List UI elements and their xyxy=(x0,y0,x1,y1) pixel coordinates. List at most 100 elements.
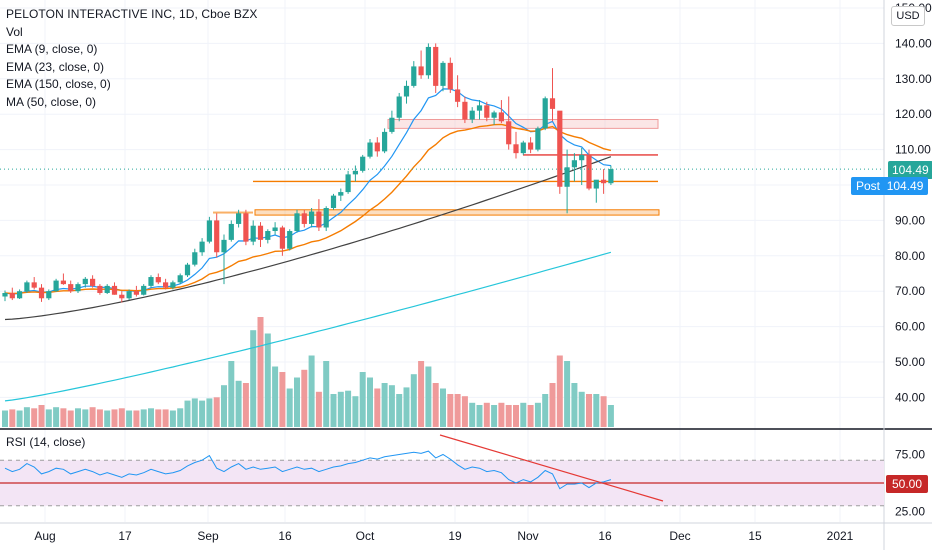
volume-bar xyxy=(432,383,439,427)
candle-body xyxy=(53,280,59,292)
candle-body xyxy=(119,294,125,299)
time-tick-label: 2021 xyxy=(827,529,854,543)
legend-ma50: MA (50, close, 0) xyxy=(6,94,97,109)
legend-vol: Vol xyxy=(6,24,23,39)
volume-bar xyxy=(96,409,103,427)
candle-body xyxy=(367,142,373,157)
volume-bar xyxy=(505,405,512,427)
candle-body xyxy=(608,169,614,184)
volume-bar xyxy=(118,408,125,427)
time-tick-label: Dec xyxy=(669,529,690,543)
volume-bar xyxy=(206,398,213,427)
volume-bar xyxy=(75,408,81,427)
candle-body xyxy=(184,264,191,276)
price-tick-label: 110.00 xyxy=(895,143,931,157)
volume-bar xyxy=(301,369,308,427)
volume-bar xyxy=(82,409,89,427)
candle-body xyxy=(104,285,110,293)
volume-bar xyxy=(23,407,30,427)
candle-body xyxy=(411,66,417,86)
candle-body xyxy=(528,142,534,150)
candle-body xyxy=(228,223,234,240)
legend-ema9: EMA (9, close, 0) xyxy=(6,42,98,56)
volume-bar xyxy=(2,410,8,427)
last-price-tag: 104.49 xyxy=(888,161,932,179)
chart-legend: PELOTON INTERACTIVE INC, 1D, Cboe BZX Vo… xyxy=(6,6,258,111)
time-tick-label: Aug xyxy=(34,529,55,543)
volume-bar xyxy=(294,377,300,427)
candle-body xyxy=(97,285,103,293)
candle-body xyxy=(111,285,118,295)
volume-bar xyxy=(221,385,227,427)
time-tick-label: 16 xyxy=(278,529,292,543)
volume-bar xyxy=(527,405,534,427)
rsi-line xyxy=(4,450,612,490)
volume-bar xyxy=(126,410,133,427)
candle-body xyxy=(272,227,278,232)
candle-body xyxy=(447,62,453,90)
candle-body xyxy=(389,117,395,132)
volume-bar xyxy=(542,394,549,427)
time-tick-label: 16 xyxy=(598,529,612,543)
volume-bar xyxy=(257,317,264,427)
volume-bar xyxy=(374,388,381,427)
candle-body xyxy=(476,105,483,111)
candle-body xyxy=(323,208,329,228)
ma50-line xyxy=(4,156,612,321)
candle-body xyxy=(360,156,366,171)
price-tick-label: 80.00 xyxy=(895,249,925,263)
candle-body xyxy=(31,282,37,288)
volume-bar xyxy=(483,402,490,427)
volume-bar xyxy=(16,410,23,427)
volume-bar xyxy=(396,394,403,427)
post-market-tag: Post 104.49 xyxy=(851,177,929,195)
volume-bar xyxy=(235,380,242,427)
candle-body xyxy=(243,213,249,242)
volume-bar xyxy=(476,405,483,427)
volume-bar xyxy=(53,407,60,427)
candle-body xyxy=(484,105,490,118)
volume-bar xyxy=(418,361,425,427)
volume-bar xyxy=(162,409,169,427)
candle-body xyxy=(170,282,176,288)
volume-bar xyxy=(191,398,198,427)
candle-body xyxy=(68,284,74,292)
volume-bar xyxy=(111,409,118,427)
candle-body xyxy=(396,96,402,118)
volume-bar xyxy=(250,330,257,427)
legend-ema150: EMA (150, close, 0) xyxy=(6,77,111,91)
volume-bar xyxy=(388,385,395,427)
candle-body xyxy=(206,220,212,242)
time-tick-label: 19 xyxy=(448,529,462,543)
volume-bar xyxy=(148,408,154,427)
volume-bar xyxy=(410,374,417,427)
candle-body xyxy=(214,220,220,253)
volume-bar xyxy=(228,361,235,427)
currency-button[interactable]: USD xyxy=(891,6,925,26)
volume-bar xyxy=(345,390,352,427)
price-tick-label: 50.00 xyxy=(895,355,925,369)
volume-bar xyxy=(315,391,322,427)
volume-bar xyxy=(440,388,446,427)
volume-bar xyxy=(38,405,45,427)
volume-bar xyxy=(140,409,147,427)
candle-body xyxy=(491,112,497,118)
candle-body xyxy=(82,278,88,285)
time-tick-label: 17 xyxy=(118,529,132,543)
rsi-tick-label: 75.00 xyxy=(895,448,925,462)
candle-body xyxy=(469,110,475,120)
candle-body xyxy=(163,282,169,288)
time-tick-label: Sep xyxy=(197,529,219,543)
volume-bar xyxy=(403,387,410,427)
ema150-line xyxy=(4,251,612,402)
volume-bar xyxy=(593,394,600,427)
volume-bar xyxy=(89,407,96,427)
candle-body xyxy=(564,167,570,187)
volume-bar xyxy=(213,397,220,427)
candle-body xyxy=(425,46,431,76)
volume-bar xyxy=(571,383,578,427)
candle-body xyxy=(90,278,96,286)
volume-bar xyxy=(513,405,519,427)
volume-bar xyxy=(67,410,74,427)
